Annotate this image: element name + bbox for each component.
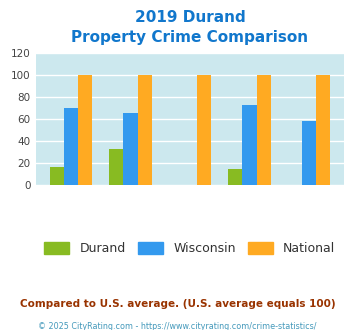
Bar (78, 75, 92, 185)
Text: © 2025 CityRating.com - https://www.cityrating.com/crime-statistics/: © 2025 CityRating.com - https://www.city… (38, 322, 317, 330)
Bar (257, 75, 271, 185)
Bar (138, 75, 152, 185)
Bar (228, 169, 242, 185)
Bar (242, 105, 257, 185)
Bar (302, 121, 316, 185)
Bar (123, 113, 138, 185)
Title: 2019 Durand
Property Crime Comparison: 2019 Durand Property Crime Comparison (71, 10, 308, 45)
Bar (50, 167, 64, 185)
Bar (197, 75, 211, 185)
Bar (64, 108, 78, 185)
Bar (316, 75, 330, 185)
Text: Compared to U.S. average. (U.S. average equals 100): Compared to U.S. average. (U.S. average … (20, 299, 335, 309)
Bar (109, 148, 123, 185)
Legend: Durand, Wisconsin, National: Durand, Wisconsin, National (39, 237, 340, 260)
